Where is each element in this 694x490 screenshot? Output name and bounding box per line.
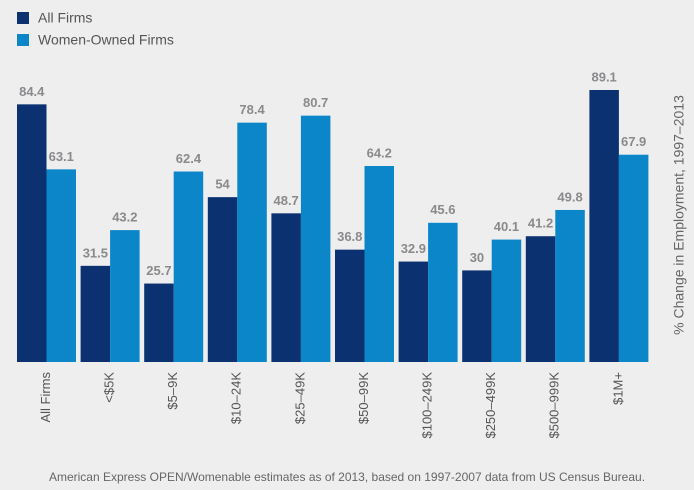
- legend-label: Women-Owned Firms: [38, 32, 174, 48]
- value-label: 89.1: [591, 69, 616, 84]
- legend-swatch: [17, 34, 29, 46]
- bar: [491, 239, 522, 362]
- x-tick-label: All Firms: [38, 372, 53, 423]
- y-axis-label: % Change in Employment, 1997–2013: [671, 95, 687, 335]
- value-label: 25.7: [146, 263, 171, 278]
- bar: [237, 122, 267, 362]
- x-tick-label: $100–249K: [420, 372, 435, 439]
- bar: [17, 104, 47, 362]
- x-tick-label: $50–99K: [356, 372, 371, 424]
- value-label: 49.8: [557, 189, 582, 204]
- x-tick-label: $500–999K: [547, 372, 562, 439]
- value-label: 45.6: [430, 202, 455, 217]
- value-label: 41.2: [528, 216, 553, 231]
- bar: [110, 230, 140, 362]
- bar: [271, 213, 301, 362]
- x-tick-label: <$5K: [102, 372, 117, 403]
- x-tick-label: $25–49K: [292, 372, 307, 424]
- value-label: 62.4: [176, 151, 202, 166]
- value-label: 30: [470, 250, 484, 265]
- bar: [555, 209, 585, 362]
- legend-swatch: [17, 12, 29, 24]
- value-label: 32.9: [401, 241, 426, 256]
- value-label: 40.1: [494, 219, 519, 234]
- value-label: 48.7: [273, 193, 298, 208]
- value-label: 36.8: [337, 229, 362, 244]
- bar: [173, 171, 204, 362]
- footnote: American Express OPEN/Womenable estimate…: [49, 470, 645, 484]
- value-label: 84.4: [19, 84, 45, 99]
- value-label: 31.5: [83, 245, 108, 260]
- x-tick-label: $10–24K: [229, 372, 244, 424]
- x-tick-label: $1M+: [610, 372, 625, 405]
- bar: [364, 166, 394, 362]
- bar: [144, 283, 174, 362]
- bar: [80, 265, 111, 362]
- bar: [398, 261, 429, 362]
- x-tick-label: $250–499K: [483, 372, 498, 439]
- value-label: 78.4: [239, 102, 265, 117]
- bar: [462, 270, 492, 362]
- value-label: 54: [215, 177, 230, 192]
- bar: [300, 115, 331, 362]
- value-label: 64.2: [367, 145, 392, 160]
- value-label: 63.1: [49, 149, 74, 164]
- bar: [618, 154, 649, 362]
- x-tick-label: $5–9K: [165, 372, 180, 410]
- bar: [589, 90, 619, 362]
- legend-label: All Firms: [38, 10, 92, 26]
- bar: [525, 236, 556, 362]
- bar: [207, 197, 238, 362]
- value-label: 67.9: [621, 134, 646, 149]
- value-label: 80.7: [303, 95, 328, 110]
- value-label: 43.2: [112, 210, 137, 225]
- bar: [335, 249, 365, 362]
- bar: [46, 169, 76, 362]
- bar: [428, 222, 458, 362]
